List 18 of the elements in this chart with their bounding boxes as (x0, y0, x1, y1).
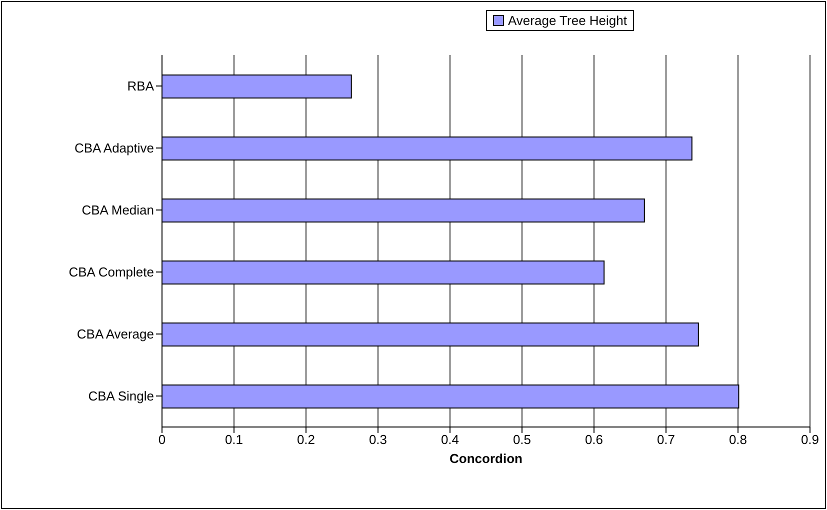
y-tick-label: CBA Median (82, 202, 154, 218)
x-tick-label: 0.9 (800, 432, 820, 448)
x-tick-label: 0.6 (584, 432, 604, 448)
x-tick-label: 0 (158, 432, 166, 448)
x-axis-title: Concordion (448, 451, 524, 466)
x-tick-label: 0.3 (368, 432, 388, 448)
x-tick-label: 0.5 (512, 432, 532, 448)
x-tick-label: 0.2 (296, 432, 316, 448)
y-tick-label: CBA Complete (68, 264, 154, 280)
legend-label: Average Tree Height (507, 13, 627, 28)
x-tick-label: 0.1 (224, 432, 244, 448)
x-tick-label: 0.7 (656, 432, 676, 448)
x-tick-label: 0.8 (728, 432, 748, 448)
x-tick-label: 0.4 (440, 432, 460, 448)
y-tick-label: CBA Average (76, 326, 154, 342)
y-tick-label: CBA Single (88, 388, 154, 404)
y-tick-label: RBA (127, 78, 154, 94)
y-tick-label: CBA Adaptive (74, 140, 154, 156)
